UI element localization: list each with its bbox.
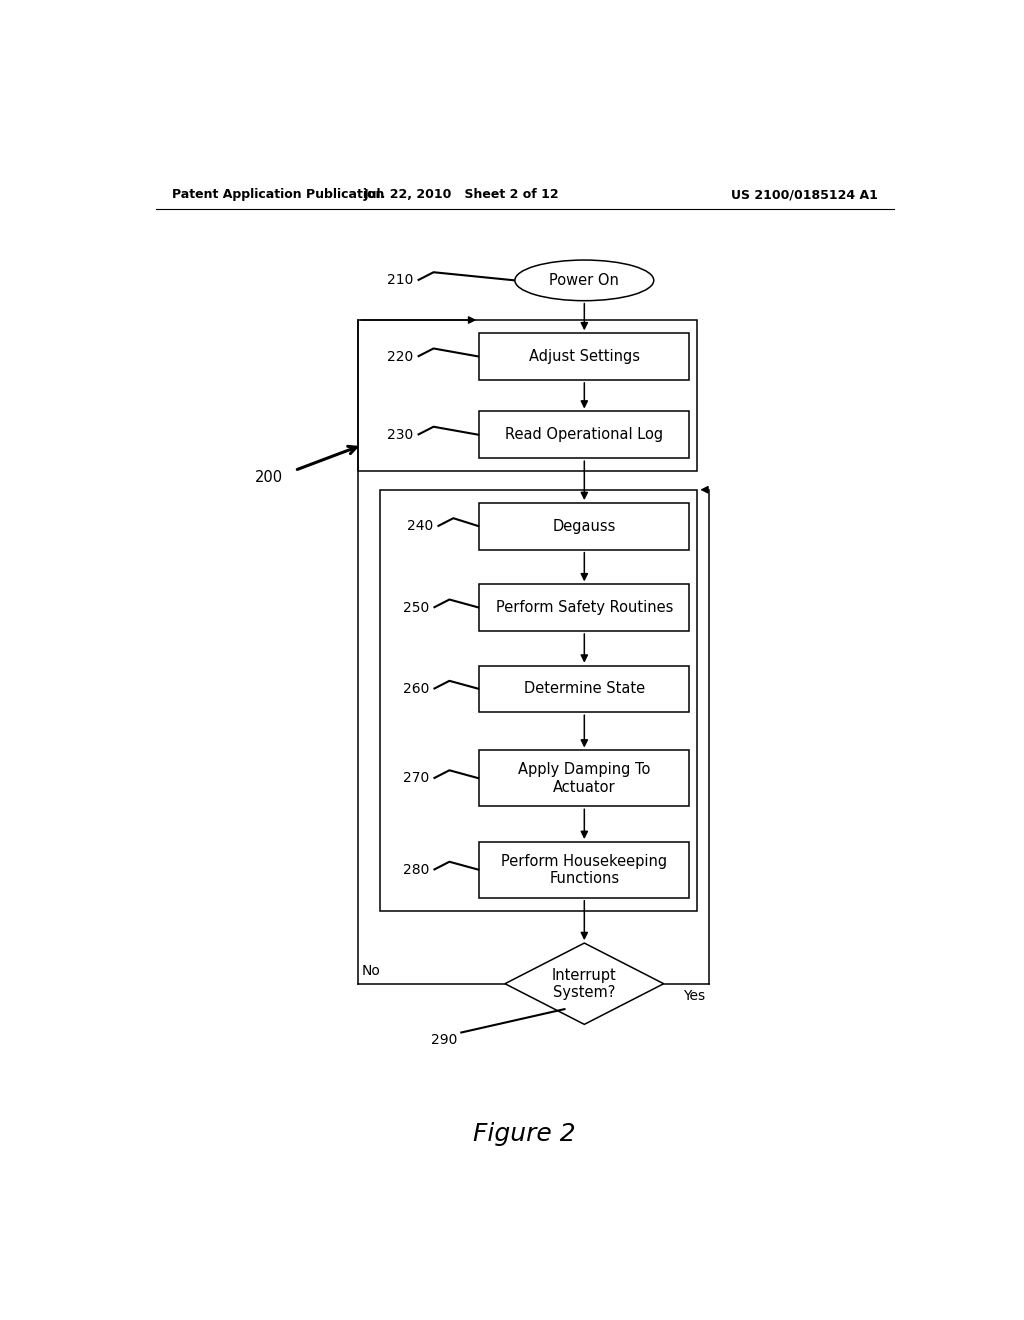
Text: Interrupt
System?: Interrupt System? bbox=[552, 968, 616, 1001]
Text: Degauss: Degauss bbox=[553, 519, 616, 533]
Text: 200: 200 bbox=[255, 470, 283, 484]
Ellipse shape bbox=[515, 260, 653, 301]
Text: 260: 260 bbox=[403, 682, 430, 696]
Text: Apply Damping To
Actuator: Apply Damping To Actuator bbox=[518, 762, 650, 795]
FancyBboxPatch shape bbox=[479, 333, 689, 380]
Text: Determine State: Determine State bbox=[523, 681, 645, 697]
Text: Perform Safety Routines: Perform Safety Routines bbox=[496, 601, 673, 615]
FancyBboxPatch shape bbox=[479, 751, 689, 807]
Text: No: No bbox=[362, 964, 381, 978]
Text: Figure 2: Figure 2 bbox=[473, 1122, 577, 1146]
Text: Yes: Yes bbox=[683, 989, 706, 1003]
Text: Jul. 22, 2010   Sheet 2 of 12: Jul. 22, 2010 Sheet 2 of 12 bbox=[364, 189, 559, 202]
Text: 240: 240 bbox=[408, 519, 433, 533]
FancyBboxPatch shape bbox=[479, 412, 689, 458]
Text: Patent Application Publication: Patent Application Publication bbox=[172, 189, 384, 202]
Text: 290: 290 bbox=[431, 1032, 458, 1047]
FancyBboxPatch shape bbox=[479, 503, 689, 549]
Text: 250: 250 bbox=[403, 601, 430, 615]
Text: 230: 230 bbox=[387, 428, 414, 442]
Text: Read Operational Log: Read Operational Log bbox=[505, 428, 664, 442]
Text: 280: 280 bbox=[403, 863, 430, 876]
Text: Adjust Settings: Adjust Settings bbox=[528, 348, 640, 364]
FancyBboxPatch shape bbox=[479, 842, 689, 898]
Text: US 2100/0185124 A1: US 2100/0185124 A1 bbox=[731, 189, 878, 202]
Text: 210: 210 bbox=[387, 273, 414, 288]
Text: 220: 220 bbox=[387, 350, 414, 363]
FancyBboxPatch shape bbox=[479, 585, 689, 631]
Text: 270: 270 bbox=[403, 771, 430, 785]
Polygon shape bbox=[505, 942, 664, 1024]
Text: Perform Housekeeping
Functions: Perform Housekeeping Functions bbox=[502, 854, 668, 886]
FancyBboxPatch shape bbox=[479, 665, 689, 713]
Text: Power On: Power On bbox=[550, 273, 620, 288]
